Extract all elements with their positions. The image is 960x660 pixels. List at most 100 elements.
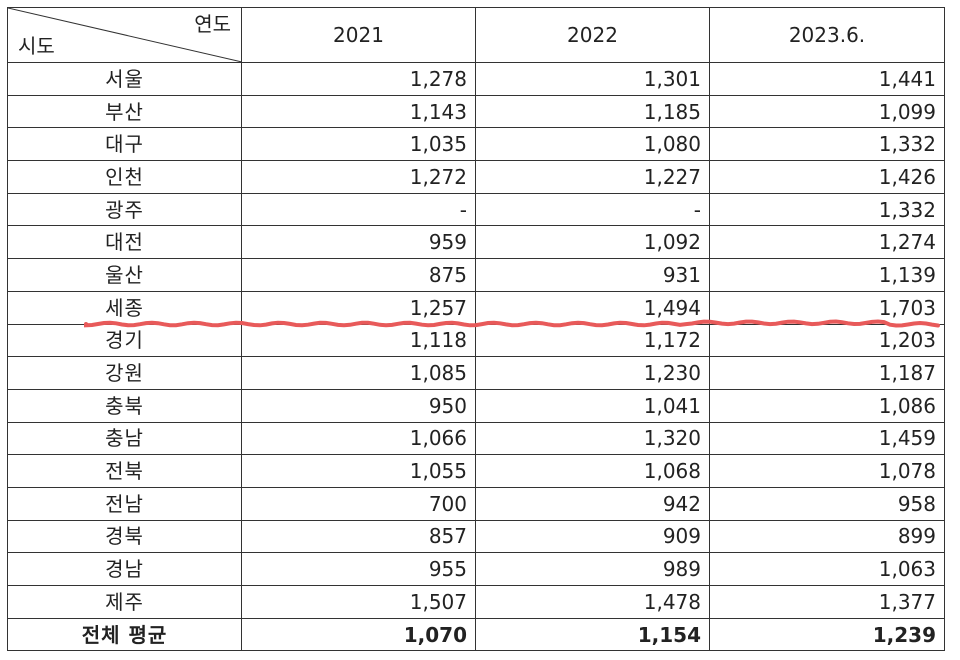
year-header-2022: 2022 bbox=[475, 7, 710, 63]
value-cell: 1,118 bbox=[241, 323, 476, 358]
region-cell: 제주 bbox=[7, 585, 242, 619]
value-cell: 1,063 bbox=[709, 552, 945, 586]
value-cell: 875 bbox=[241, 258, 476, 292]
table-row: 전북 1,055 1,068 1,078 bbox=[7, 454, 945, 488]
region-cell: 광주 bbox=[7, 192, 242, 227]
region-cell: 충북 bbox=[7, 388, 242, 423]
value-cell: 1,055 bbox=[241, 454, 476, 488]
region-cell: 인천 bbox=[7, 160, 242, 194]
table-row: 전남 700 942 958 bbox=[7, 486, 945, 521]
value-cell: 942 bbox=[475, 486, 710, 521]
table-row: 대구 1,035 1,080 1,332 bbox=[7, 127, 945, 162]
region-cell: 부산 bbox=[7, 94, 242, 129]
value-cell: - bbox=[241, 192, 476, 227]
table-row: 충북 950 1,041 1,086 bbox=[7, 388, 945, 423]
total-label: 전체 평균 bbox=[7, 617, 242, 652]
value-cell: 1,185 bbox=[475, 94, 710, 129]
table-row: 경북 857 909 899 bbox=[7, 519, 945, 554]
region-cell: 충남 bbox=[7, 421, 242, 456]
total-row: 전체 평균 1,070 1,154 1,239 bbox=[7, 617, 945, 652]
value-cell: 700 bbox=[241, 486, 476, 521]
header-row: 연도 시도 2021 2022 2023.6. bbox=[7, 7, 945, 63]
region-cell: 경기 bbox=[7, 323, 242, 358]
value-cell: 959 bbox=[241, 225, 476, 260]
table-row: 세종 1,257 1,494 1,703 bbox=[7, 290, 945, 325]
value-cell: 1,507 bbox=[241, 585, 476, 619]
value-cell: 1,257 bbox=[241, 290, 476, 325]
value-cell: 955 bbox=[241, 552, 476, 586]
region-cell: 전북 bbox=[7, 454, 242, 488]
value-cell: 1,703 bbox=[709, 290, 945, 325]
table-row: 충남 1,066 1,320 1,459 bbox=[7, 421, 945, 456]
region-cell: 대전 bbox=[7, 225, 242, 260]
value-cell: 989 bbox=[475, 552, 710, 586]
table-row: 서울 1,278 1,301 1,441 bbox=[7, 62, 945, 96]
region-cell: 대구 bbox=[7, 127, 242, 162]
table-row: 강원 1,085 1,230 1,187 bbox=[7, 356, 945, 390]
value-cell: 1,172 bbox=[475, 323, 710, 358]
value-cell: 1,068 bbox=[475, 454, 710, 488]
value-cell: 1,187 bbox=[709, 356, 945, 390]
total-value-cell: 1,239 bbox=[709, 617, 945, 652]
value-cell: 1,426 bbox=[709, 160, 945, 194]
value-cell: 1,139 bbox=[709, 258, 945, 292]
value-cell: 958 bbox=[709, 486, 945, 521]
table-row: 인천 1,272 1,227 1,426 bbox=[7, 160, 945, 194]
table-row: 울산 875 931 1,139 bbox=[7, 258, 945, 292]
region-cell: 울산 bbox=[7, 258, 242, 292]
value-cell: 1,278 bbox=[241, 62, 476, 96]
value-cell: 1,230 bbox=[475, 356, 710, 390]
value-cell: - bbox=[475, 192, 710, 227]
value-cell: 1,332 bbox=[709, 192, 945, 227]
value-cell: 909 bbox=[475, 519, 710, 554]
table-container: 연도 시도 2021 2022 2023.6. 서울 1,278 1,301 1,44… bbox=[7, 7, 945, 652]
value-cell: 899 bbox=[709, 519, 945, 554]
value-cell: 1,227 bbox=[475, 160, 710, 194]
value-cell: 1,143 bbox=[241, 94, 476, 129]
region-cell: 세종 bbox=[7, 290, 242, 325]
table-row: 제주 1,507 1,478 1,377 bbox=[7, 585, 945, 619]
value-cell: 950 bbox=[241, 388, 476, 423]
year-header-2021: 2021 bbox=[241, 7, 476, 63]
table-row: 대전 959 1,092 1,274 bbox=[7, 225, 945, 260]
value-cell: 1,035 bbox=[241, 127, 476, 162]
value-cell: 1,441 bbox=[709, 62, 945, 96]
value-cell: 1,274 bbox=[709, 225, 945, 260]
value-cell: 1,301 bbox=[475, 62, 710, 96]
table-row: 경기 1,118 1,172 1,203 bbox=[7, 323, 945, 358]
value-cell: 1,377 bbox=[709, 585, 945, 619]
region-cell: 경남 bbox=[7, 552, 242, 586]
region-cell: 강원 bbox=[7, 356, 242, 390]
value-cell: 1,332 bbox=[709, 127, 945, 162]
table-row: 부산 1,143 1,185 1,099 bbox=[7, 94, 945, 129]
value-cell: 857 bbox=[241, 519, 476, 554]
value-cell: 1,320 bbox=[475, 421, 710, 456]
value-cell: 1,086 bbox=[709, 388, 945, 423]
value-cell: 1,078 bbox=[709, 454, 945, 488]
total-value-cell: 1,154 bbox=[475, 617, 710, 652]
value-cell: 1,041 bbox=[475, 388, 710, 423]
table-body: 서울 1,278 1,301 1,441 부산 1,143 1,185 1,099 대구 1,03… bbox=[7, 62, 945, 652]
corner-header-cell: 연도 시도 bbox=[7, 7, 242, 63]
data-table: 연도 시도 2021 2022 2023.6. 서울 1,278 1,301 1,44… bbox=[7, 7, 945, 652]
value-cell: 1,459 bbox=[709, 421, 945, 456]
value-cell: 1,066 bbox=[241, 421, 476, 456]
value-cell: 1,272 bbox=[241, 160, 476, 194]
value-cell: 1,092 bbox=[475, 225, 710, 260]
value-cell: 931 bbox=[475, 258, 710, 292]
table-row: 광주 - -1,332 bbox=[7, 192, 945, 227]
region-axis-label: 시도 bbox=[18, 34, 55, 58]
table-row: 경남 955 989 1,063 bbox=[7, 552, 945, 586]
region-cell: 서울 bbox=[7, 62, 242, 96]
year-axis-label: 연도 bbox=[194, 12, 231, 36]
value-cell: 1,203 bbox=[709, 323, 945, 358]
value-cell: 1,478 bbox=[475, 585, 710, 619]
value-cell: 1,099 bbox=[709, 94, 945, 129]
value-cell: 1,494 bbox=[475, 290, 710, 325]
value-cell: 1,080 bbox=[475, 127, 710, 162]
year-header-2023: 2023.6. bbox=[709, 7, 945, 63]
diagonal-divider bbox=[8, 8, 241, 62]
total-value-cell: 1,070 bbox=[241, 617, 476, 652]
region-cell: 경북 bbox=[7, 519, 242, 554]
region-cell: 전남 bbox=[7, 486, 242, 521]
